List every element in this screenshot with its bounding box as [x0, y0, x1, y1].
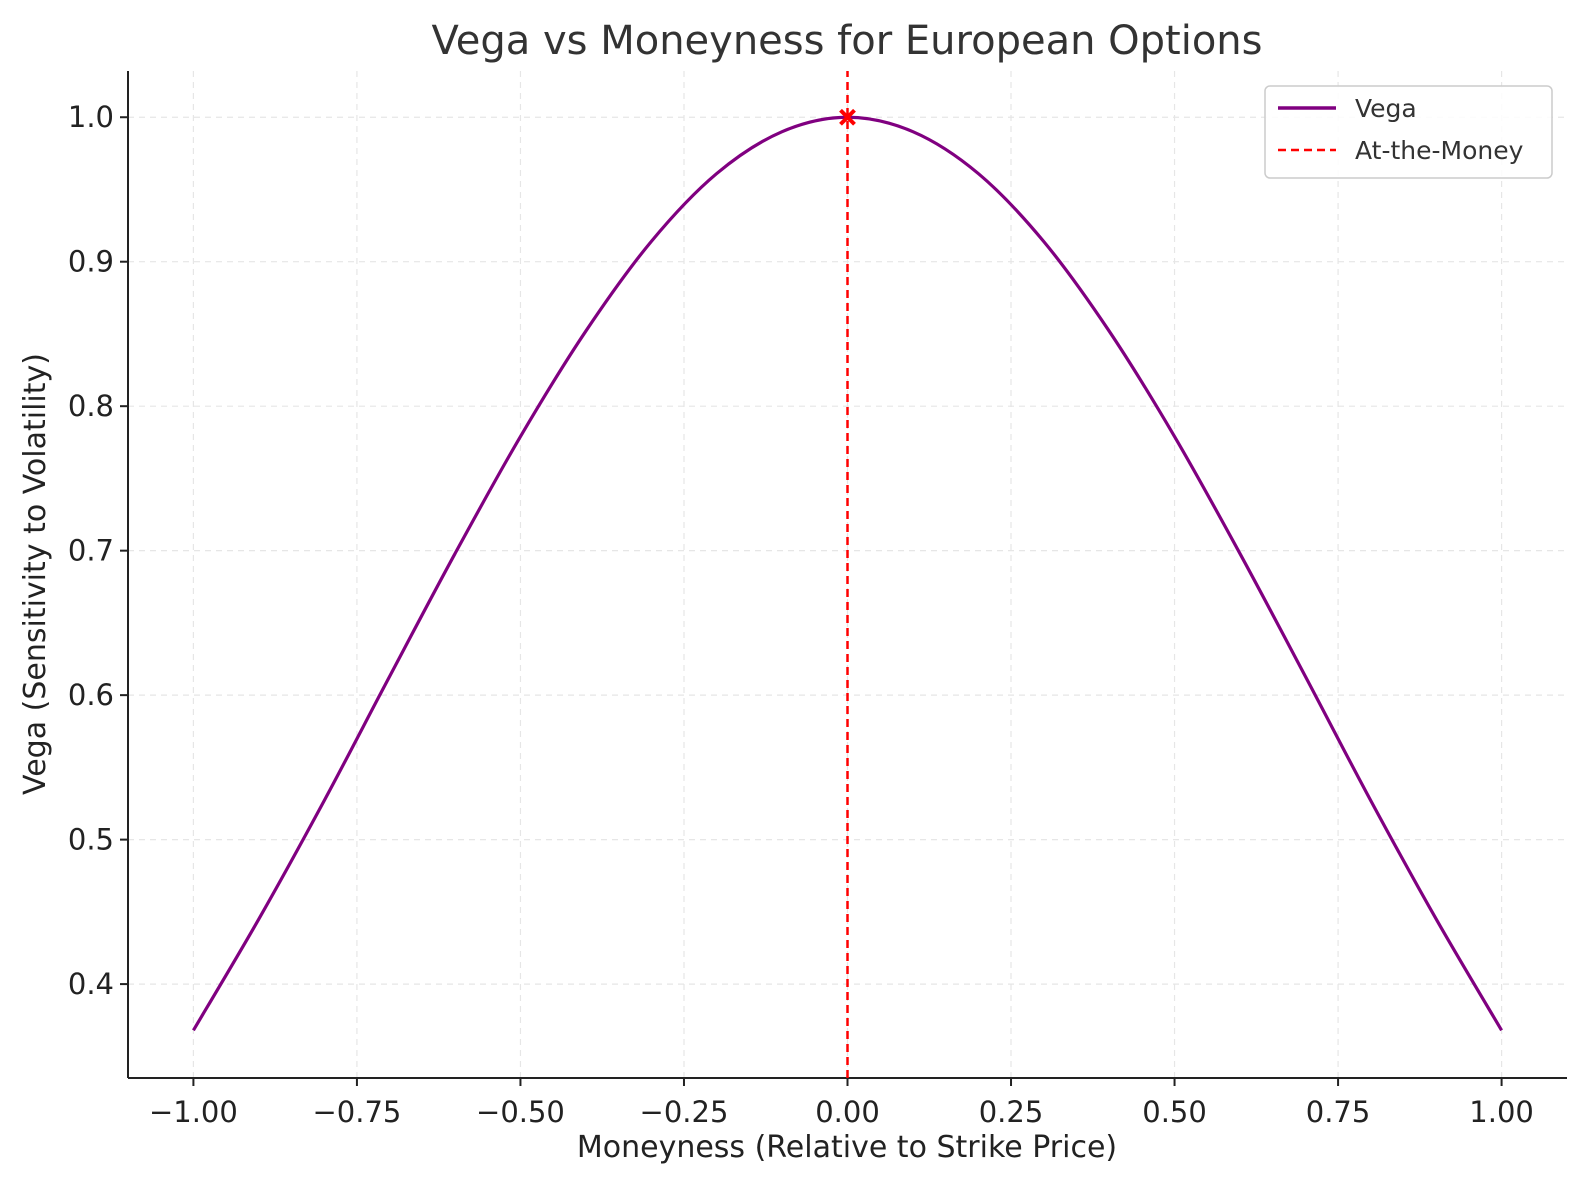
y-tick-label: 0.8 [68, 389, 114, 423]
y-tick-label: 0.5 [68, 823, 114, 857]
axis-spines [127, 71, 1567, 1079]
annotation-layer [839, 108, 856, 126]
grid-lines [128, 71, 1567, 1078]
chart-title: Vega vs Moneyness for European Options [432, 18, 1263, 64]
x-tick-label: 0.25 [979, 1095, 1044, 1129]
x-tick-label: −0.75 [312, 1095, 401, 1129]
y-tick-label: 0.9 [68, 245, 114, 279]
legend-label-vega: Vega [1355, 94, 1417, 123]
atm-peak-marker [839, 108, 856, 126]
x-tick-label: 1.00 [1469, 1095, 1534, 1129]
y-tick-label: 0.6 [68, 678, 114, 712]
y-tick-label: 0.7 [68, 534, 114, 568]
x-tick-label: 0.00 [815, 1095, 880, 1129]
legend: Vega At-the-Money [1264, 85, 1553, 179]
x-axis-ticks: −1.00 −0.75 −0.50 −0.25 0.00 0.25 0.50 0.75 1.00 [149, 1078, 1534, 1129]
x-tick-label: −0.25 [640, 1095, 729, 1129]
legend-label-at-the-money: At-the-Money [1355, 136, 1524, 165]
y-axis-label: Vega (Sensitivity to Volatility) [18, 353, 53, 795]
y-axis-ticks: 0.4 0.5 0.6 0.7 0.8 0.9 1.0 [68, 100, 128, 1001]
x-axis-label: Moneyness (Relative to Strike Price) [577, 1130, 1117, 1165]
x-tick-label: 0.50 [1142, 1095, 1207, 1129]
y-tick-label: 1.0 [68, 100, 114, 134]
x-tick-label: 0.75 [1306, 1095, 1371, 1129]
legend-box [1264, 85, 1553, 179]
x-tick-label: −0.50 [476, 1095, 565, 1129]
series-layer [192, 71, 1503, 1078]
x-tick-label: −1.00 [149, 1095, 238, 1129]
y-tick-label: 0.4 [68, 967, 114, 1001]
